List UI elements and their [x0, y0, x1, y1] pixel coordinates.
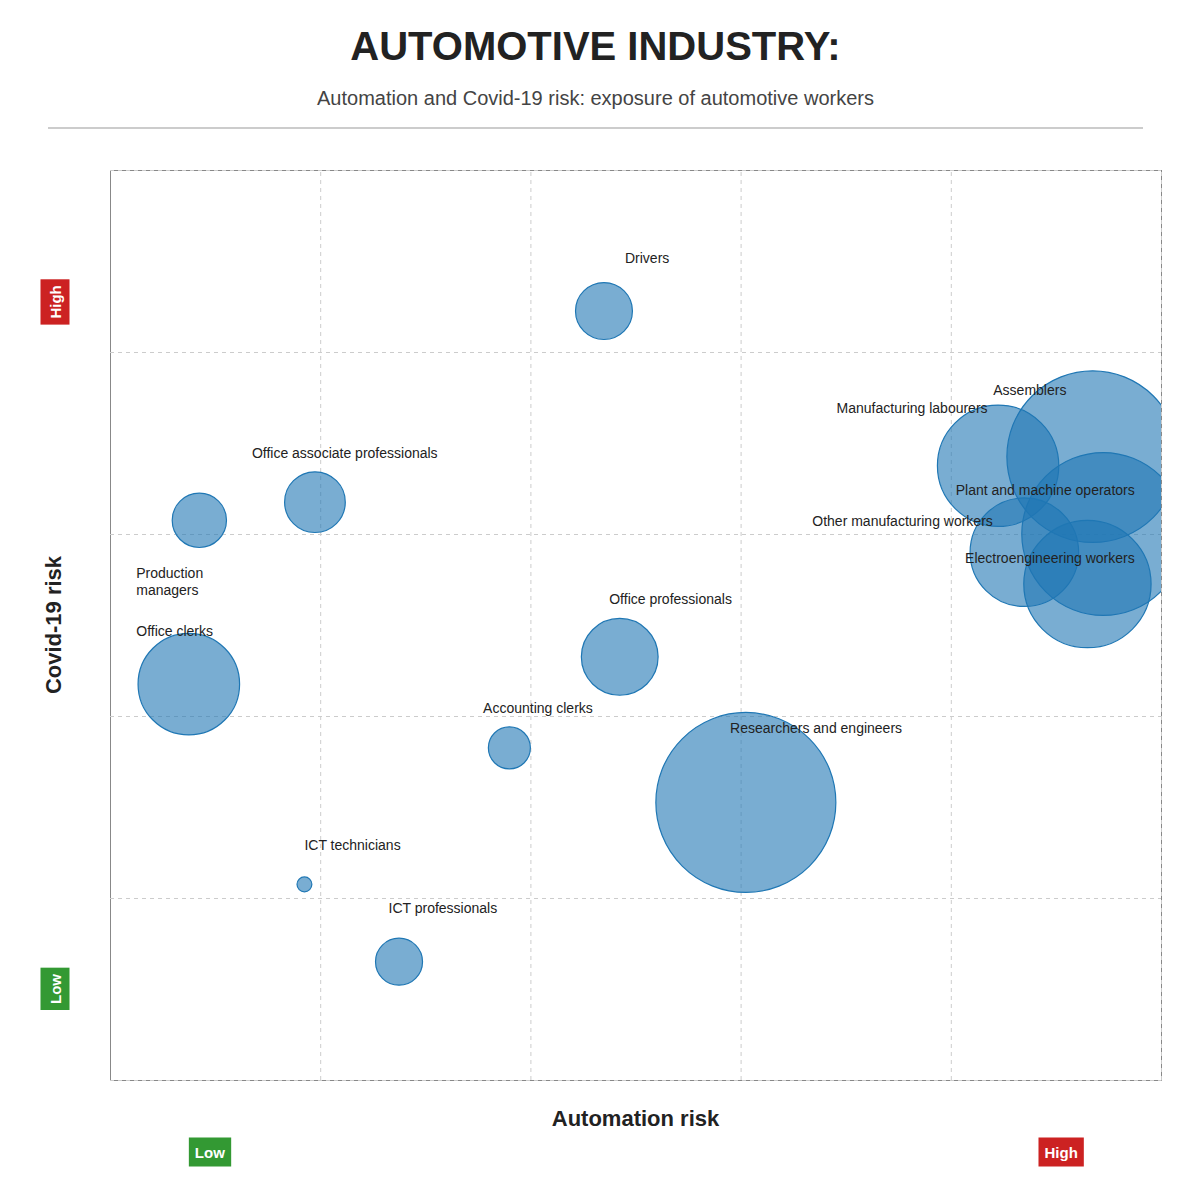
axis-line — [111, 171, 1162, 1081]
x-axis — [111, 170, 1162, 1081]
label-line: managers — [136, 582, 198, 598]
grid-line — [741, 170, 742, 1080]
y-axis-title: Covid-19 risk — [41, 555, 66, 694]
grid-line — [320, 170, 321, 1080]
bubble-label: Office professionals — [609, 591, 732, 607]
label-line: ICT technicians — [304, 837, 400, 853]
bubble — [297, 877, 312, 892]
label-line: Plant and machine operators — [956, 482, 1135, 498]
annotation-text: High — [47, 285, 64, 318]
y-axis — [110, 171, 1161, 1081]
subtitle: Automation and Covid-19 risk: exposure o… — [317, 87, 874, 109]
bubble — [488, 727, 530, 769]
tick — [110, 170, 1161, 171]
label-line: Production — [136, 565, 203, 581]
annotation-box — [1038, 1138, 1083, 1167]
label-line: Researchers and engineers — [730, 720, 902, 736]
bubble-label: ICT technicians — [304, 837, 400, 853]
bubble-label: Electroengineering workers — [965, 550, 1135, 566]
bubble-label: Other manufacturing workers — [812, 513, 993, 529]
label-line: Drivers — [625, 250, 669, 266]
bubble-label: Drivers — [625, 250, 669, 266]
grid-line — [1161, 170, 1162, 1080]
bubble — [172, 493, 226, 547]
axis-line — [111, 170, 1162, 1081]
label-line: Accounting clerks — [483, 700, 593, 716]
bubble — [376, 938, 423, 985]
bubble — [1024, 520, 1151, 647]
bubble-label: Manufacturing labourers — [837, 400, 988, 416]
tick — [530, 170, 531, 1080]
label-line: Other manufacturing workers — [812, 513, 993, 529]
annotation-text: Low — [47, 974, 64, 1004]
label-line: Office associate professionals — [252, 445, 438, 461]
grid-line — [951, 170, 952, 1080]
tick — [1161, 170, 1162, 1080]
bubble — [138, 633, 240, 735]
grid-line — [110, 170, 1161, 171]
bubble-label: Office associate professionals — [252, 445, 438, 461]
bubble-label: Researchers and engineers — [730, 720, 902, 736]
tick — [110, 716, 1161, 717]
tick — [951, 170, 952, 1080]
bubble-label: Office clerks — [136, 623, 213, 639]
annotation-text: Low — [195, 1144, 225, 1161]
tick — [110, 352, 1161, 353]
label-line: Manufacturing labourers — [837, 400, 988, 416]
annotation: Low — [189, 1138, 231, 1167]
label-line: Electroengineering workers — [965, 550, 1135, 566]
bubble-labels: Drivers Assemblers Manufacturing labourers… — [136, 250, 1134, 917]
bubble — [285, 472, 346, 533]
bubble — [656, 712, 836, 892]
bubble-label: Productionmanagers — [136, 565, 203, 598]
grid-line — [110, 352, 1161, 353]
grid-line — [110, 1080, 1161, 1081]
annotation: Low — [41, 968, 70, 1010]
tick — [741, 170, 742, 1080]
bubbles — [138, 283, 1161, 986]
chart: AUTOMOTIVE INDUSTRY: Automation and Covid… — [0, 0, 1191, 1200]
grid-line — [110, 716, 1161, 717]
tick — [110, 898, 1161, 899]
annotation-box — [189, 1138, 231, 1167]
grid-line — [530, 170, 531, 1080]
label-line: ICT professionals — [389, 900, 498, 916]
bubble — [576, 283, 633, 340]
bubble-label: Accounting clerks — [483, 700, 593, 716]
bubble — [581, 618, 658, 695]
separator — [48, 128, 1143, 129]
annotation-box — [41, 279, 70, 324]
annotation: High — [41, 279, 70, 324]
tick — [110, 1080, 1161, 1081]
label-line: Office professionals — [609, 591, 732, 607]
annotation: High — [1038, 1138, 1083, 1167]
annotation-box — [41, 968, 70, 1010]
bubble-label: Assemblers — [993, 382, 1066, 398]
x-axis-title: Automation risk — [552, 1106, 720, 1131]
bubble-label: Plant and machine operators — [956, 482, 1135, 498]
tick — [320, 170, 321, 1080]
annotation-text: High — [1044, 1144, 1077, 1161]
label-line: Assemblers — [993, 382, 1066, 398]
bubble-label: ICT professionals — [389, 900, 498, 916]
label-line: Office clerks — [136, 623, 213, 639]
grid-line — [110, 898, 1161, 899]
title: AUTOMOTIVE INDUSTRY: — [350, 24, 840, 68]
